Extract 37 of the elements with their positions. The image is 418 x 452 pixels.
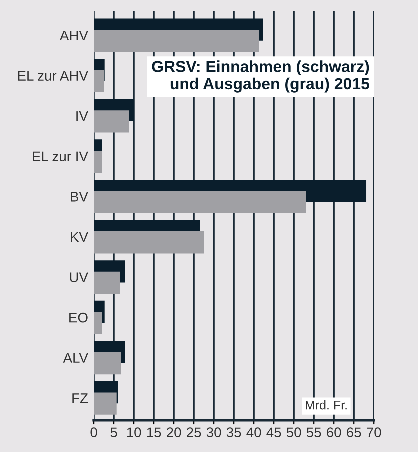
text: GRSV: Einnahmen (schwarz) und Ausgaben (grau) 2015 (152, 60, 370, 93)
x-tick-label: 5 (110, 428, 118, 438)
x-tick-label: 65 (347, 428, 362, 438)
x-tick-label: 15 (147, 428, 162, 438)
y-tick-label: EL zur IV (33, 152, 88, 162)
bar (94, 150, 102, 174)
x-tick-label: 45 (266, 428, 282, 438)
x-tick-label: 30 (206, 428, 222, 438)
bar (94, 191, 306, 214)
bar (94, 392, 117, 415)
bar (94, 70, 104, 93)
x-tick-label: 0 (90, 428, 98, 438)
x-tick-label: 35 (226, 428, 242, 438)
y-tick-label: ALV (63, 353, 88, 363)
bar (94, 352, 122, 375)
x-tick-label: 20 (167, 428, 182, 438)
y-tick-label: BV (71, 192, 88, 202)
bar (94, 272, 120, 294)
y-tick-label: UV (70, 272, 88, 282)
x-tick-label: 55 (306, 428, 322, 438)
y-tick-label: FZ (72, 394, 88, 404)
y-tick-label: EL zur AHV (18, 71, 88, 81)
y-tick-label: IV (76, 112, 88, 122)
y-tick-label: AHV (60, 30, 88, 41)
x-tick-label: 25 (187, 428, 202, 438)
x-tick-label: 70 (367, 428, 382, 438)
bar (94, 312, 102, 334)
x-tick-label: 50 (286, 428, 302, 438)
bar (94, 110, 130, 133)
annotation: Mrd. Fr. (306, 400, 347, 410)
y-tick-label: KV (71, 232, 88, 242)
x-tick-label: 10 (127, 428, 142, 438)
bar (94, 30, 260, 52)
bar (94, 232, 204, 254)
x-tick-label: 60 (327, 428, 342, 438)
y-tick-label: EO (70, 312, 88, 323)
x-tick-label: 40 (246, 428, 262, 438)
